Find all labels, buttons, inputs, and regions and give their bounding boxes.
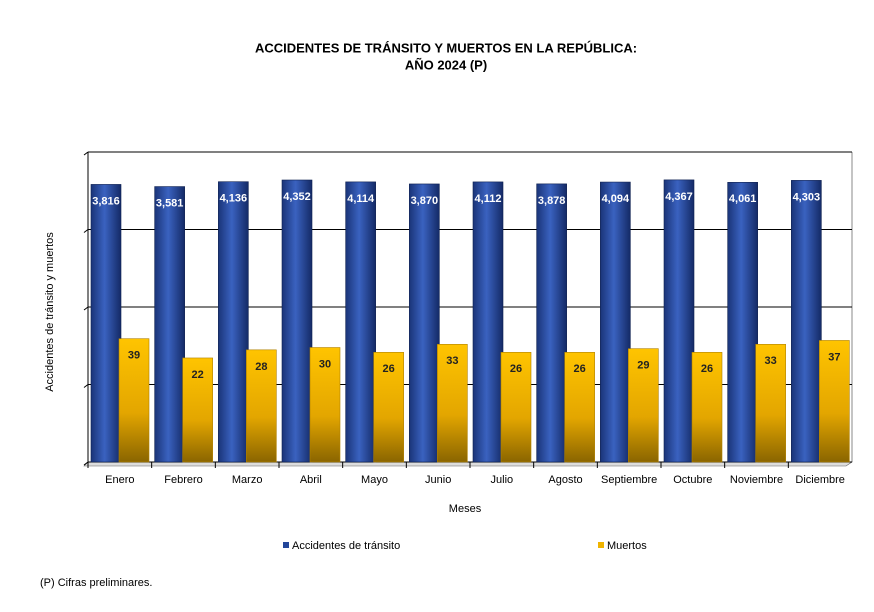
x-tick-label: Noviembre [730, 474, 783, 486]
data-label: 4,114 [347, 193, 375, 205]
bar [246, 349, 277, 463]
data-label: 30 [319, 358, 331, 370]
data-label: 4,303 [793, 191, 821, 203]
bar [536, 183, 567, 463]
bar [154, 186, 185, 463]
bar [600, 181, 631, 463]
bar [819, 340, 850, 463]
x-tick-label: Febrero [164, 474, 203, 486]
bar [345, 181, 376, 463]
bar [118, 338, 150, 463]
chart-subtitle: AÑO 2024 (P) [405, 57, 487, 72]
data-label: 33 [446, 355, 458, 367]
x-tick-label: Enero [105, 474, 134, 486]
bar [691, 352, 723, 463]
tick-mark [83, 384, 89, 388]
data-label: 26 [383, 363, 395, 375]
data-label: 4,367 [665, 191, 693, 203]
bar [663, 179, 695, 463]
bar [727, 182, 758, 463]
bar [791, 180, 822, 463]
data-label: 4,112 [475, 193, 502, 205]
bar [628, 348, 659, 463]
x-tick-label: Septiembre [601, 474, 657, 486]
floor [83, 461, 853, 467]
tick-mark [83, 461, 89, 466]
data-label: 39 [128, 350, 140, 362]
x-tick-label: Diciembre [795, 474, 845, 486]
x-tick-label: Marzo [232, 474, 263, 486]
bar [281, 179, 313, 463]
bar [472, 181, 504, 463]
data-label: 3,581 [156, 197, 184, 209]
data-label: 26 [701, 363, 713, 375]
footnote: (P) Cifras preliminares. [40, 577, 152, 589]
data-label: 4,061 [729, 193, 757, 205]
bar [755, 344, 786, 463]
tick-mark [83, 306, 89, 311]
legend-swatch [283, 542, 289, 548]
x-tick-label: Octubre [673, 474, 712, 486]
bar [409, 183, 440, 463]
data-label: 26 [510, 363, 522, 375]
x-axis-label: Meses [449, 503, 482, 515]
bar [182, 357, 213, 463]
chart-title: ACCIDENTES DE TRÁNSITO Y MUERTOS EN LA R… [255, 40, 637, 55]
tick-mark [83, 229, 89, 233]
data-label: 29 [637, 360, 649, 372]
data-label: 26 [574, 363, 586, 375]
data-label: 4,352 [283, 191, 311, 203]
x-tick-label: Abril [300, 474, 322, 486]
y-axis-label: Accidentes de tránsito y muertos [44, 232, 56, 392]
data-label: 3,870 [411, 195, 439, 207]
data-label: 28 [255, 361, 267, 373]
bar [218, 181, 249, 463]
bar [309, 347, 341, 463]
data-label: 4,094 [602, 193, 630, 205]
bar [437, 344, 468, 463]
data-label: 3,878 [538, 195, 566, 207]
bar [373, 352, 404, 463]
data-label: 22 [192, 369, 204, 381]
x-tick-label: Junio [425, 474, 451, 486]
bar [500, 352, 532, 463]
x-tick-label: Agosto [548, 474, 582, 486]
legend-swatch [598, 542, 604, 548]
bar [564, 352, 595, 463]
x-tick-label: Mayo [361, 474, 388, 486]
legend-label: Muertos [607, 540, 647, 552]
data-label: 33 [765, 355, 777, 367]
legend-label: Accidentes de tránsito [292, 540, 400, 552]
tick-mark [83, 151, 89, 156]
x-tick-label: Julio [491, 474, 514, 486]
data-label: 37 [828, 351, 840, 363]
data-label: 4,136 [220, 193, 248, 205]
bar [90, 184, 122, 463]
data-label: 3,816 [92, 195, 120, 207]
